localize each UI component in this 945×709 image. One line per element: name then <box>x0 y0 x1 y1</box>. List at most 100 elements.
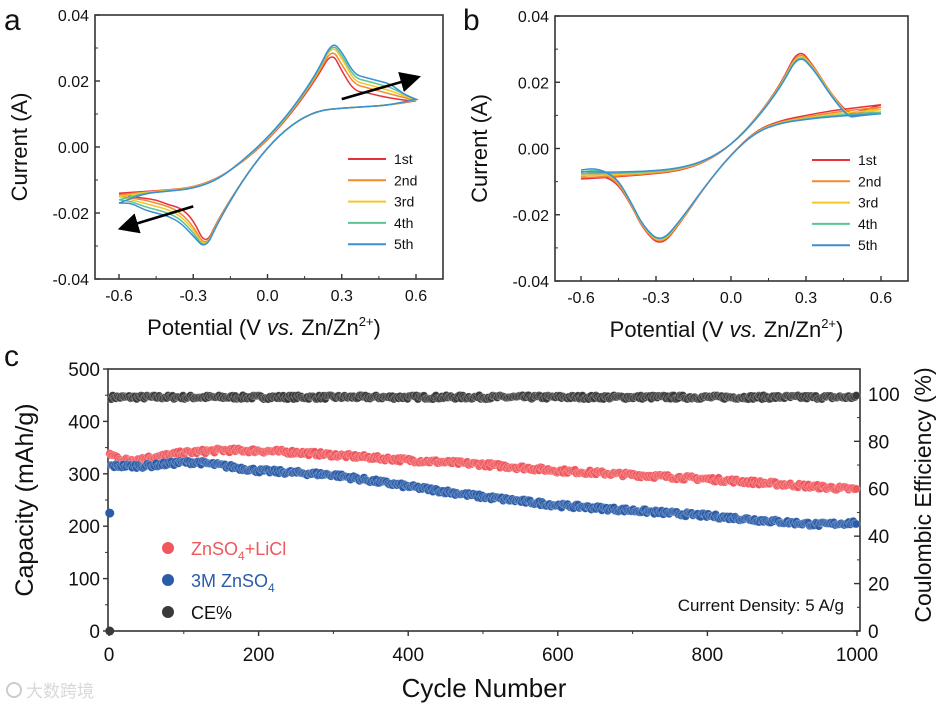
legend-label: ZnSO4+LiCl <box>191 539 286 563</box>
y-tick-label: 200 <box>68 517 100 538</box>
data-point <box>105 626 115 636</box>
series-1 <box>105 456 861 531</box>
y-axis-label: Current (A) <box>467 94 492 203</box>
watermark-logo-icon <box>6 682 22 698</box>
y-tick-label: 0.04 <box>518 9 549 26</box>
legend-label-main: ZnSO <box>191 539 238 559</box>
legend-label: 3rd <box>858 195 878 211</box>
x-tick-label: 800 <box>692 645 724 666</box>
legend-label-main: CE% <box>191 603 232 623</box>
x-tick-label: -0.6 <box>105 288 133 305</box>
x-axis-label-part: Potential (V <box>147 315 267 340</box>
legend-label: 5th <box>394 236 413 252</box>
x-tick-label: -0.3 <box>642 290 670 307</box>
y-tick-label: 0.02 <box>518 75 549 92</box>
x-tick-label: 200 <box>243 645 275 666</box>
x-axis-label-part: Zn/Zn <box>758 317 822 342</box>
x-tick-label: 0.6 <box>405 288 427 305</box>
legend-label: 4th <box>858 216 877 232</box>
legend-label: 5th <box>858 237 877 253</box>
x-axis-label-part: ) <box>374 315 381 340</box>
watermark-text: 大数跨境 <box>26 682 94 701</box>
y-tick-label: 0.00 <box>518 142 549 159</box>
x-axis-label-part: ) <box>836 317 843 342</box>
x-tick-label: 600 <box>542 645 574 666</box>
trend-arrow <box>341 72 421 101</box>
data-point <box>851 484 861 494</box>
legend-label: 2nd <box>394 172 417 188</box>
legend-marker <box>162 542 174 554</box>
x-tick-label: 0.3 <box>331 288 353 305</box>
y-right-tick-label: 20 <box>868 575 889 596</box>
x-axis-label: Potential (V vs. Zn/Zn2+) <box>610 316 844 342</box>
legend-label: 3rd <box>394 194 414 210</box>
cv-curve-2nd <box>580 54 882 242</box>
cycling-chart-c: 0 200 400 600 800 100001002003004005000204060… <box>11 360 936 703</box>
x-axis-label-part: Potential (V <box>610 317 730 342</box>
legend-label: 1st <box>858 152 877 168</box>
x-axis-label: Cycle Number <box>402 673 567 703</box>
x-axis-label-italic: vs. <box>267 315 295 340</box>
x-axis-label-superscript: 2+ <box>821 316 836 331</box>
cv-curve-3rd <box>580 56 882 241</box>
x-tick-label: 400 <box>392 645 424 666</box>
cv-curve-1st <box>580 52 882 243</box>
trend-arrow <box>117 205 194 234</box>
y-tick-label: -0.02 <box>53 206 90 223</box>
current-density-annotation: Current Density: 5 A/g <box>678 596 844 615</box>
x-axis-label-part: Zn/Zn <box>295 315 359 340</box>
y-right-tick-label: 80 <box>868 432 889 453</box>
y-right-tick-label: 60 <box>868 480 889 501</box>
y-tick-label: -0.04 <box>53 272 90 289</box>
x-tick-label: -0.6 <box>567 290 595 307</box>
legend-label: 2nd <box>858 173 881 189</box>
x-axis-label: Potential (V vs. Zn/Zn2+) <box>147 314 381 340</box>
legend-label: 4th <box>394 215 413 231</box>
cv-curve-4th <box>580 57 882 240</box>
legend-label: CE% <box>191 603 232 623</box>
y-tick-label: 0 <box>89 622 100 643</box>
y-axis-label: Capacity (mAh/g) <box>11 403 39 596</box>
x-axis-label-superscript: 2+ <box>359 314 374 329</box>
series-0 <box>105 444 861 495</box>
panel-label-a: a <box>4 4 21 37</box>
legend-label-subscript: 4 <box>238 549 245 563</box>
legend-label: 1st <box>394 151 413 167</box>
plot-frame <box>554 15 909 282</box>
y-tick-label: 100 <box>68 570 100 591</box>
legend-label: 3M ZnSO4 <box>191 571 275 595</box>
cv-chart-a: -0.6 -0.3 0.0 0.3 0.6 0.04 0.02 0.00 -0.02 -0.04 P… <box>7 8 444 340</box>
legend-label-tail: +LiCl <box>245 539 287 559</box>
cv-curve-5th <box>118 44 419 246</box>
x-tick-label: 0.0 <box>256 288 278 305</box>
panel-label-c: c <box>4 340 19 373</box>
cv-chart-b: -0.6 -0.3 0.0 0.3 0.6 0.04 0.02 0.00 -0.02 -0.04 P… <box>467 9 909 342</box>
legend-marker <box>162 606 174 618</box>
y-tick-label: 400 <box>68 412 100 433</box>
x-tick-label: 0.3 <box>795 290 817 307</box>
x-axis-label-italic: vs. <box>729 317 757 342</box>
x-tick-label: 1000 <box>836 645 878 666</box>
y-tick-label: 0.00 <box>58 140 89 157</box>
y-tick-label: 0.04 <box>58 8 89 25</box>
y-tick-label: 300 <box>68 465 100 486</box>
legend-label-main: 3M ZnSO <box>191 571 268 591</box>
y-right-tick-label: 100 <box>868 385 900 406</box>
series-2 <box>105 391 861 636</box>
cv-curve-5th <box>580 58 882 239</box>
legend-label-subscript: 4 <box>268 581 275 595</box>
x-tick-label: -0.3 <box>179 288 207 305</box>
y-tick-label: -0.02 <box>513 208 550 225</box>
y-tick-label: 500 <box>68 360 100 381</box>
y-right-tick-label: 40 <box>868 527 889 548</box>
y-tick-label: 0.02 <box>58 74 89 91</box>
x-tick-label: 0 <box>104 645 115 666</box>
y-right-tick-label: 0 <box>868 622 879 643</box>
y-right-axis-label: Coulombic Efficiency (%) <box>910 367 936 622</box>
x-tick-label: 0.6 <box>870 290 892 307</box>
y-axis-label: Current (A) <box>7 93 32 202</box>
watermark: 大数跨境 <box>6 682 94 701</box>
panel-label-b: b <box>463 4 480 37</box>
legend-marker <box>162 574 174 586</box>
